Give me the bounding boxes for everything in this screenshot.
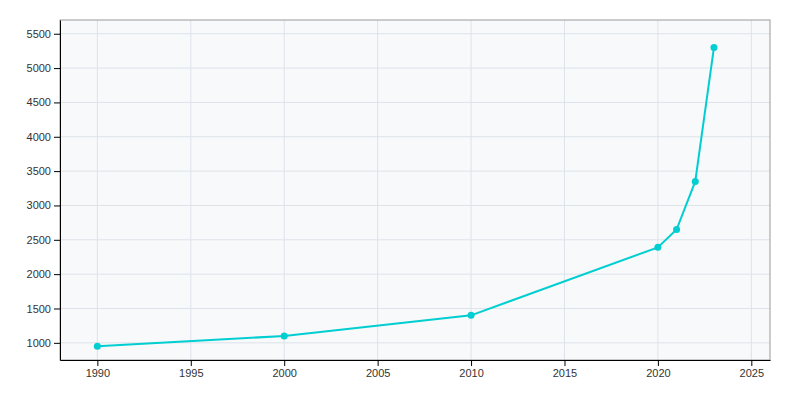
x-tick-mark — [191, 360, 192, 366]
y-tick-mark — [54, 34, 60, 35]
y-axis: 1000 1500 2000 2500 3000 3500 4000 4500 5000 5500 — [27, 21, 61, 361]
grid-line-y — [60, 68, 770, 69]
y-tick-mark — [54, 308, 60, 309]
x-tick: 2000 — [272, 360, 296, 379]
y-tick-mark — [54, 343, 60, 344]
x-tick-mark — [564, 360, 565, 366]
y-tick-mark — [54, 205, 60, 206]
marks — [94, 44, 718, 350]
x-tick-label: 2000 — [272, 367, 296, 379]
grid-line-y — [60, 274, 770, 275]
grid-line-x — [564, 20, 565, 360]
y-tick-label: 1000 — [27, 337, 51, 349]
point — [468, 312, 475, 319]
x-tick-mark — [471, 360, 472, 366]
y-tick-label: 4500 — [27, 96, 51, 108]
point — [94, 343, 101, 350]
y-tick: 1500 — [27, 303, 60, 315]
grid-line-y — [60, 171, 770, 172]
grid-line-x — [97, 20, 98, 360]
grid-line-y — [60, 102, 770, 103]
x-tick-mark — [284, 360, 285, 366]
grid-line-x — [377, 20, 378, 360]
chart-svg: 1990 1995 2000 2005 2010 2015 2020 2025 1000 1500… — [0, 0, 800, 400]
x-tick-mark — [751, 360, 752, 366]
grid-line-y — [60, 136, 770, 137]
x-tick: 2020 — [646, 360, 670, 379]
y-tick-label: 3500 — [27, 165, 51, 177]
y-tick-label: 5000 — [27, 62, 51, 74]
grid-line-x — [284, 20, 285, 360]
y-tick-mark — [54, 137, 60, 138]
y-tick: 3500 — [27, 165, 60, 177]
x-tick: 2015 — [553, 360, 577, 379]
x-tick-mark — [378, 360, 379, 366]
y-axis-line — [60, 21, 61, 361]
y-tick-label: 1500 — [27, 303, 51, 315]
x-axis-line — [61, 360, 771, 361]
plot-background — [60, 20, 770, 360]
x-tick: 2005 — [366, 360, 390, 379]
y-tick: 4500 — [27, 96, 60, 108]
point — [710, 44, 717, 51]
grid — [60, 20, 770, 360]
chart-container: 1990 1995 2000 2005 2010 2015 2020 2025 1000 1500… — [0, 0, 800, 400]
x-tick-label: 2020 — [646, 367, 670, 379]
point — [281, 332, 288, 339]
x-tick-label: 2005 — [366, 367, 390, 379]
y-tick-mark — [54, 274, 60, 275]
grid-line-y — [60, 239, 770, 240]
y-tick-mark — [54, 171, 60, 172]
y-tick: 5000 — [27, 62, 60, 74]
y-tick-label: 2000 — [27, 268, 51, 280]
y-tick: 2500 — [27, 234, 60, 246]
y-tick-label: 2500 — [27, 234, 51, 246]
y-tick: 3000 — [27, 199, 60, 211]
grid-line-x — [657, 20, 658, 360]
x-tick-label: 2010 — [459, 367, 483, 379]
y-tick-label: 5500 — [27, 28, 51, 40]
x-tick-label: 2025 — [740, 367, 764, 379]
grid-line-x — [190, 20, 191, 360]
x-tick: 1990 — [86, 360, 110, 379]
grid-line-x — [751, 20, 752, 360]
y-tick: 1000 — [27, 337, 60, 349]
x-axis: 1990 1995 2000 2005 2010 2015 2020 2025 — [61, 360, 771, 379]
y-tick-mark — [54, 102, 60, 103]
x-tick-label: 1990 — [86, 367, 110, 379]
x-tick-label: 1995 — [179, 367, 203, 379]
plot-area: 1990 1995 2000 2005 2010 2015 2020 2025 1000 1500… — [27, 20, 771, 379]
grid-line-x — [471, 20, 472, 360]
y-tick-mark — [54, 240, 60, 241]
x-tick: 2025 — [740, 360, 764, 379]
plot-frame — [60, 20, 770, 360]
y-tick-label: 4000 — [27, 131, 51, 143]
point — [692, 178, 699, 185]
line — [97, 47, 714, 346]
grid-line-y — [60, 33, 770, 34]
grid-line-y — [60, 205, 770, 206]
y-tick-label: 3000 — [27, 199, 51, 211]
y-tick: 4000 — [27, 131, 60, 143]
x-tick-mark — [97, 360, 98, 366]
x-tick: 1995 — [179, 360, 203, 379]
point — [654, 244, 661, 251]
y-tick-mark — [54, 68, 60, 69]
x-tick-label: 2015 — [553, 367, 577, 379]
y-tick: 5500 — [27, 28, 60, 40]
x-tick-mark — [658, 360, 659, 366]
point — [673, 226, 680, 233]
y-tick: 2000 — [27, 268, 60, 280]
grid-line-y — [60, 308, 770, 309]
x-tick: 2010 — [459, 360, 483, 379]
